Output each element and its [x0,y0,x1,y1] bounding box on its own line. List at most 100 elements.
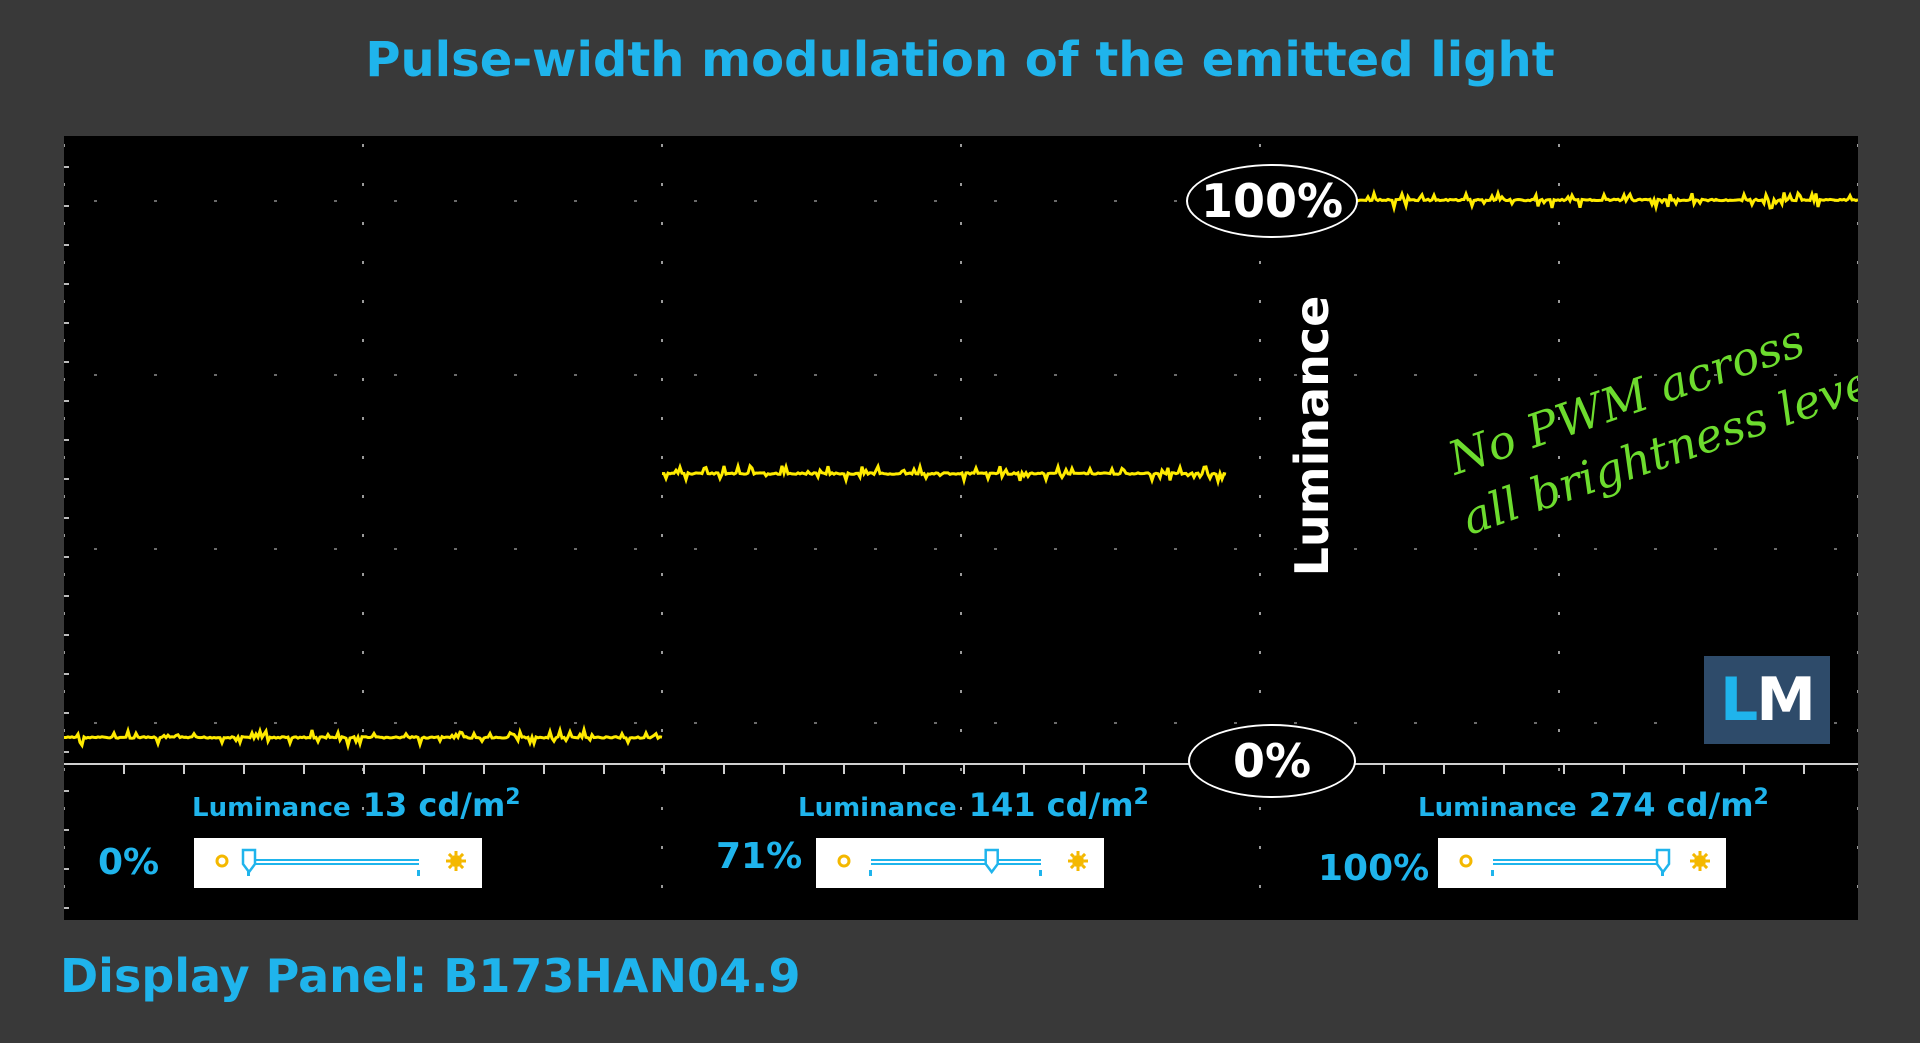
left-tick [64,712,69,714]
grid-dot-h-2 [334,548,337,550]
grid-dot-h-1 [1594,374,1597,376]
grid-dot-v-2 [661,885,663,888]
grid-dot-v-4 [1259,417,1261,420]
grid-dot-v-0 [64,183,65,186]
grid-dot-h-2 [1474,548,1477,550]
baseline-tick [783,764,785,774]
grid-dot-h-1 [1234,374,1237,376]
grid-dot-v-1 [362,417,364,420]
grid-dot-h-3 [634,722,637,724]
baseline-tick [243,764,245,774]
baseline-tick [903,764,905,774]
grid-dot-v-4 [1259,144,1261,147]
grid-dot-h-0 [1114,200,1117,202]
grid-dot-h-3 [454,722,457,724]
left-tick [64,478,69,480]
grid-dot-h-1 [754,374,757,376]
grid-dot-v-5 [1558,144,1560,147]
grid-dot-v-6 [1857,378,1858,381]
grid-dot-h-3 [934,722,937,724]
grid-dot-h-1 [694,374,697,376]
sun-dim-icon [215,854,229,868]
grid-dot-h-2 [1534,548,1537,550]
sun-dim-icon [837,854,851,868]
grid-dot-v-6 [1857,807,1858,810]
grid-dot-v-0 [64,144,65,147]
grid-dot-h-3 [814,722,817,724]
grid-dot-v-6 [1857,651,1858,654]
grid-dot-v-2 [661,339,663,342]
grid-dot-h-0 [154,200,157,202]
grid-dot-v-5 [1558,651,1560,654]
grid-dot-v-3 [960,768,962,771]
grid-dot-h-2 [274,548,277,550]
grid-dot-v-4 [1259,339,1261,342]
grid-dot-h-2 [994,548,997,550]
grid-dot-h-1 [1354,374,1357,376]
grid-dot-v-5 [1558,690,1560,693]
grid-dot-v-2 [661,612,663,615]
grid-dot-v-0 [64,261,65,264]
grid-dot-h-3 [574,722,577,724]
brightness-percent-0: 0% [98,842,160,883]
left-tick [64,829,69,831]
grid-dot-h-1 [1114,374,1117,376]
grid-dot-v-0 [64,807,65,810]
grid-dot-v-2 [661,300,663,303]
grid-dot-v-6 [1857,300,1858,303]
slider-end-right [417,870,420,876]
slider-handle-icon [241,848,257,875]
luminance-unit-sup-2: 2 [1753,784,1769,810]
grid-dot-v-0 [64,222,65,225]
grid-dot-h-0 [394,200,397,202]
grid-dot-v-2 [661,261,663,264]
baseline-tick [1443,764,1445,774]
baseline-tick [603,764,605,774]
slider-svg-1 [837,848,1088,876]
grid-dot-h-1 [514,374,517,376]
grid-dot-h-3 [334,722,337,724]
grid-dot-v-0 [64,651,65,654]
grid-dot-v-6 [1857,495,1858,498]
grid-dot-v-6 [1857,534,1858,537]
display-panel-label: Display Panel: B173HAN04.9 [60,949,801,1003]
grid-dot-v-5 [1558,807,1560,810]
baseline-tick [363,764,365,774]
left-tick [64,673,69,675]
slider-svg-0 [215,848,466,876]
grid-dot-h-0 [94,200,97,202]
grid-dot-v-0 [64,495,65,498]
grid-dot-v-4 [1259,573,1261,576]
brightness-slider-2 [1438,838,1726,888]
grid-dot-v-5 [1558,456,1560,459]
grid-dot-h-1 [454,374,457,376]
grid-dot-v-3 [960,222,962,225]
grid-dot-v-2 [661,222,663,225]
grid-dot-v-1 [362,456,364,459]
grid-dot-h-0 [454,200,457,202]
grid-dot-h-1 [1474,374,1477,376]
grid-dot-v-2 [661,456,663,459]
grid-dot-v-6 [1857,183,1858,186]
luminance-label-0: Luminance 13 cd/m2 [192,785,521,824]
sun-dim-icon [1459,854,1473,868]
left-tick [64,790,69,792]
grid-dot-h-1 [1714,374,1717,376]
grid-dot-h-1 [394,374,397,376]
grid-dot-h-2 [1174,548,1177,550]
grid-dot-h-3 [1474,722,1477,724]
grid-dot-h-3 [214,722,217,724]
baseline-tick [1563,764,1565,774]
grid-dot-h-3 [1354,722,1357,724]
trace-series-0 [64,723,663,752]
grid-dot-v-4 [1259,495,1261,498]
grid-dot-v-3 [960,456,962,459]
baseline-tick [843,764,845,774]
grid-dot-h-2 [934,548,937,550]
grid-dot-v-4 [1259,807,1261,810]
grid-dot-v-2 [661,417,663,420]
sun-bright-icon [1690,851,1710,871]
grid-dot-h-2 [1114,548,1117,550]
grid-dot-v-0 [64,690,65,693]
grid-dot-v-2 [661,573,663,576]
